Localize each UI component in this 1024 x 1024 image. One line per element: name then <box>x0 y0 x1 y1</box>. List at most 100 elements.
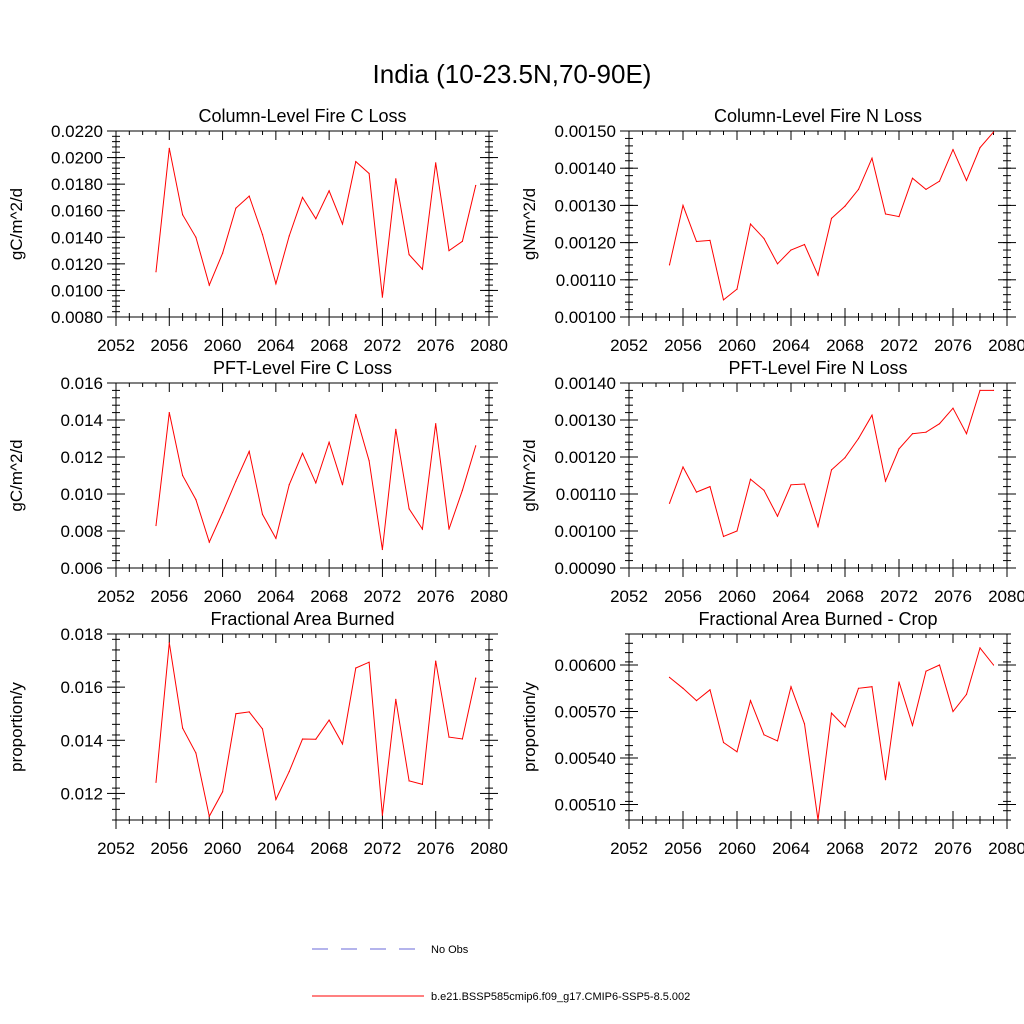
y-tick-label: 0.0160 <box>51 202 103 221</box>
data-point <box>288 484 290 486</box>
y-tick-label: 0.014 <box>60 731 103 750</box>
data-point <box>261 513 264 516</box>
x-tick-label: 2068 <box>826 336 864 355</box>
data-point <box>979 389 981 391</box>
data-point <box>965 693 968 696</box>
data-point <box>195 752 197 754</box>
data-point <box>911 433 914 435</box>
data-point <box>355 413 357 416</box>
y-tick-label: 0.00130 <box>555 196 616 215</box>
data-point <box>898 448 900 450</box>
panel-title: PFT-Level Fire C Loss <box>213 358 392 378</box>
data-point <box>871 157 873 159</box>
x-tick-label: 2052 <box>97 839 135 858</box>
data-point <box>736 530 738 532</box>
data-point <box>315 482 317 484</box>
x-tick-label: 2052 <box>610 336 648 355</box>
data-point <box>803 243 806 246</box>
data-point <box>952 407 954 409</box>
data-point <box>381 814 383 816</box>
data-point <box>355 667 357 669</box>
data-point <box>763 734 765 736</box>
data-point <box>898 216 900 218</box>
data-point <box>911 177 914 179</box>
x-tick-label: 2072 <box>364 336 402 355</box>
data-point <box>952 710 954 713</box>
data-point <box>749 700 752 702</box>
x-tick-label: 2072 <box>880 839 918 858</box>
y-axis-label: gC/m^2/d <box>7 188 26 260</box>
data-point <box>461 738 463 740</box>
data-point <box>155 781 157 783</box>
data-point <box>992 131 995 133</box>
y-tick-label: 0.00570 <box>555 703 616 722</box>
y-tick-label: 0.00540 <box>555 749 616 768</box>
data-point <box>421 528 423 530</box>
data-point <box>722 535 725 538</box>
x-tick-label: 2064 <box>772 587 810 606</box>
data-point <box>763 489 765 491</box>
x-tick-label: 2080 <box>988 336 1024 355</box>
data-point <box>301 738 304 740</box>
x-tick-label: 2068 <box>310 839 348 858</box>
y-tick-label: 0.010 <box>60 485 103 504</box>
data-point <box>830 469 833 471</box>
data-point <box>368 460 370 462</box>
data-point <box>155 271 157 273</box>
figure-title: India (10-23.5N,70-90E) <box>373 59 652 89</box>
series-line <box>155 148 477 298</box>
data-point <box>341 743 344 745</box>
data-point <box>261 728 264 730</box>
data-point <box>288 771 290 773</box>
x-tick-label: 2072 <box>364 839 402 858</box>
data-point <box>830 712 833 714</box>
plot-frame <box>115 130 490 318</box>
data-point <box>381 296 383 298</box>
data-point <box>421 268 423 270</box>
data-point <box>461 240 463 242</box>
y-tick-label: 0.00110 <box>556 485 616 504</box>
data-point <box>925 431 927 433</box>
data-point <box>448 736 450 738</box>
data-point <box>979 147 981 149</box>
data-point <box>222 511 224 514</box>
data-point <box>235 480 237 482</box>
y-tick-label: 0.0120 <box>51 255 103 274</box>
y-tick-label: 0.0220 <box>51 122 103 141</box>
data-point <box>248 450 250 452</box>
data-point <box>857 687 860 689</box>
y-axis-label: gN/m^2/d <box>520 439 539 511</box>
y-tick-label: 0.00100 <box>555 308 616 327</box>
y-tick-label: 0.012 <box>60 448 103 467</box>
data-point <box>695 700 698 702</box>
y-tick-label: 0.008 <box>60 522 103 541</box>
data-point <box>315 218 317 220</box>
data-point <box>803 483 806 485</box>
data-point <box>776 515 779 517</box>
data-point <box>435 660 437 662</box>
data-point <box>248 195 250 197</box>
data-point <box>709 486 711 488</box>
y-tick-label: 0.0140 <box>51 228 103 247</box>
panel-title: Fractional Area Burned <box>210 609 394 629</box>
data-point <box>709 239 711 241</box>
data-point <box>884 779 887 781</box>
plot-frame <box>628 130 1008 318</box>
y-tick-label: 0.00120 <box>555 448 616 467</box>
data-point <box>668 502 671 504</box>
panel-title: Fractional Area Burned - Crop <box>698 609 937 629</box>
legend-label: No Obs <box>431 944 469 956</box>
x-tick-label: 2080 <box>470 839 508 858</box>
data-point <box>965 179 968 182</box>
data-point <box>328 190 330 192</box>
x-tick-label: 2076 <box>934 839 972 858</box>
x-tick-label: 2060 <box>204 587 242 606</box>
x-tick-label: 2056 <box>150 839 188 858</box>
x-tick-label: 2056 <box>664 336 702 355</box>
data-point <box>965 433 968 435</box>
y-axis-label: proportion/y <box>7 682 26 772</box>
x-tick-label: 2056 <box>150 336 188 355</box>
y-axis-label: gN/m^2/d <box>520 188 539 260</box>
x-tick-label: 2064 <box>257 336 295 355</box>
data-point <box>182 214 184 216</box>
